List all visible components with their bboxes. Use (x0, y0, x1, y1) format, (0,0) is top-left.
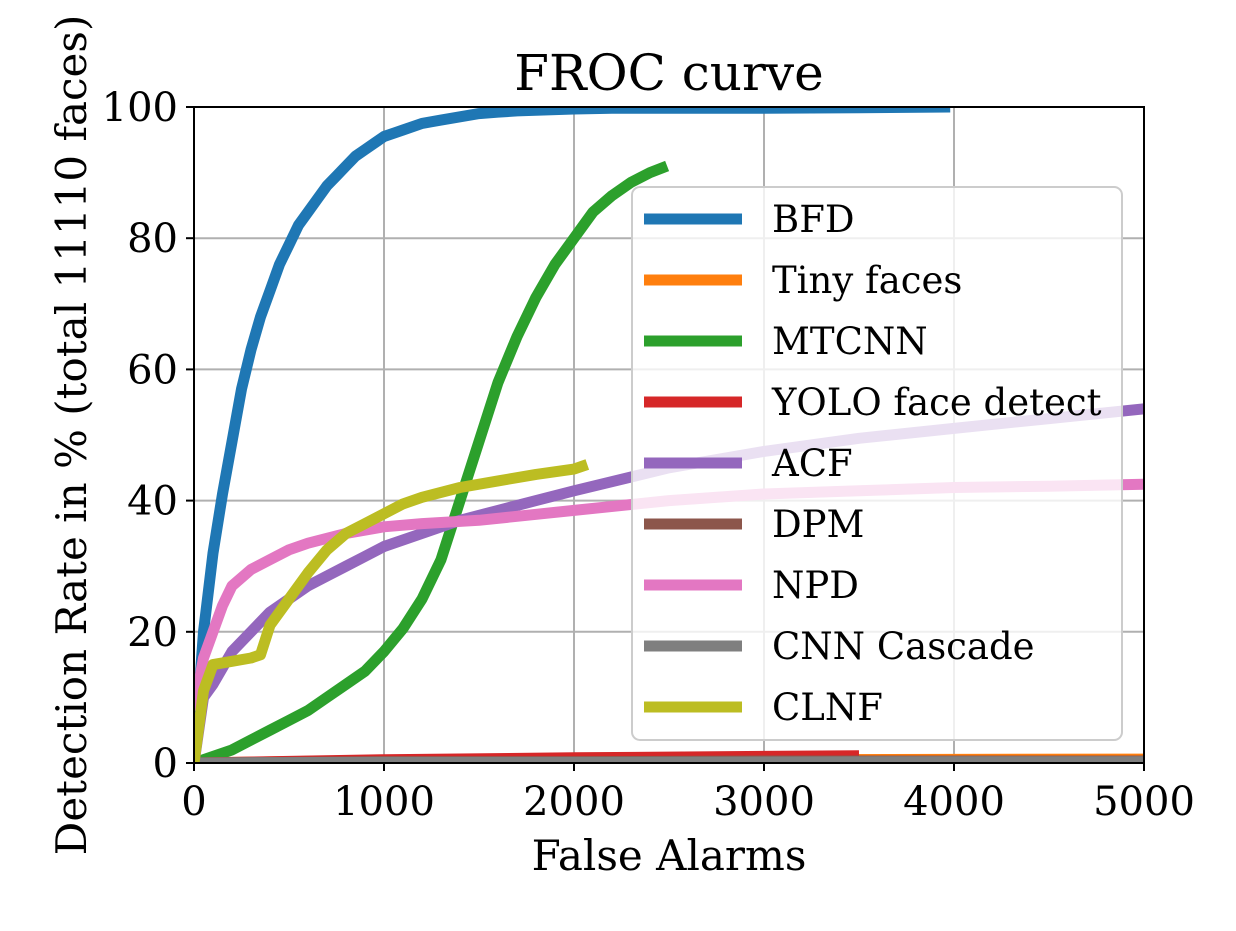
x-tick-label: 0 (181, 779, 206, 825)
legend-label: YOLO face detect (771, 381, 1102, 424)
x-tick-label: 4000 (903, 779, 1005, 825)
legend-label: NPD (772, 564, 859, 607)
y-tick-label: 80 (127, 216, 178, 262)
legend-label: BFD (772, 198, 855, 241)
x-axis-label: False Alarms (532, 831, 807, 880)
x-tick-label: 1000 (333, 779, 435, 825)
legend-label: ACF (771, 442, 853, 485)
axis-ticks: 0 1000 2000 3000 4000 5000 0 20 40 60 80 100 (102, 85, 1195, 825)
y-axis-label: Detection Rate in % (total 11110 faces) (47, 15, 96, 856)
x-tick-label: 2000 (523, 779, 625, 825)
y-tick-label: 20 (127, 610, 178, 656)
y-tick-label: 0 (153, 741, 178, 787)
legend-label: CNN Cascade (772, 625, 1035, 668)
series-line-bfd (194, 107, 951, 763)
y-tick-label: 100 (102, 85, 178, 131)
legend-label: DPM (772, 503, 864, 546)
chart-title: FROC curve (514, 44, 823, 102)
plot-frame (193, 106, 1145, 764)
legend: BFD Tiny faces MTCNN YOLO face detect ACF DPM… (631, 186, 1123, 741)
series-line-clnf (194, 459, 590, 763)
y-tick-label: 60 (127, 347, 178, 393)
x-tick-label: 5000 (1093, 779, 1195, 825)
legend-label: Tiny faces (772, 259, 962, 302)
series-line-mtcnn (194, 160, 670, 763)
x-tick-label: 3000 (713, 779, 815, 825)
legend-label: MTCNN (772, 320, 928, 363)
y-tick-label: 40 (127, 479, 178, 525)
legend-box (631, 186, 1123, 741)
legend-label: CLNF (772, 686, 883, 729)
